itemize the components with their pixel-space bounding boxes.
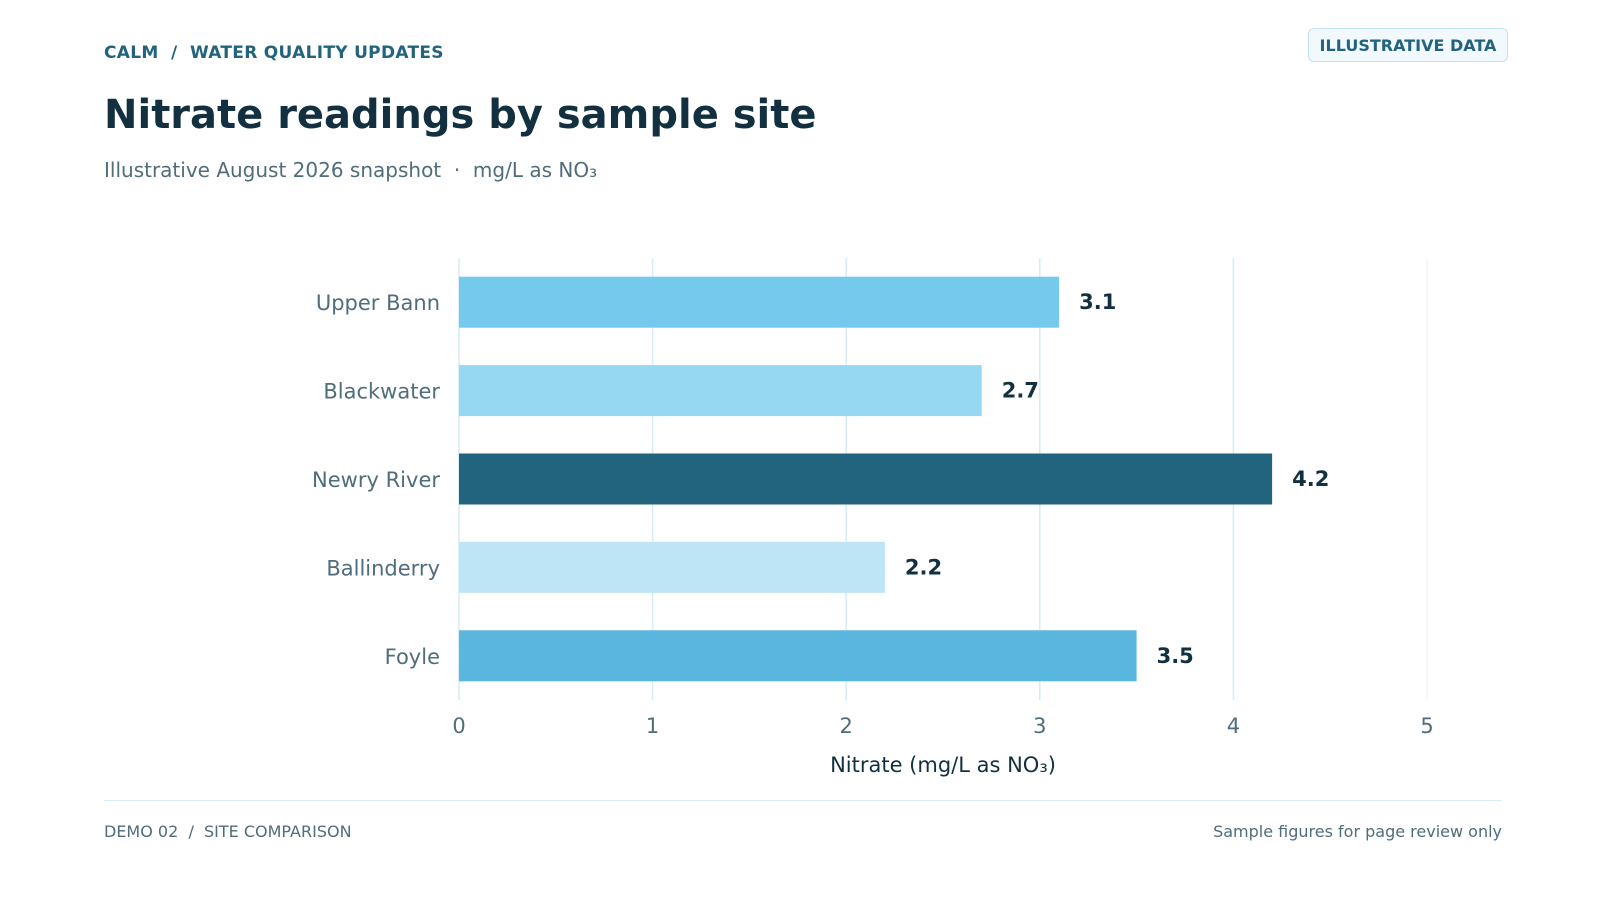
x-tick-label: 2 [840,714,853,738]
category-label: Ballinderry [326,556,440,580]
x-tick-label: 1 [646,714,659,738]
bar-blackwater [459,365,982,417]
bar-newry-river [459,453,1273,505]
x-tick-label: 0 [452,714,465,738]
chart-bars [459,276,1273,682]
bar-upper-bann [459,276,1060,328]
value-label: 2.7 [1002,379,1039,403]
category-label: Upper Bann [316,291,440,315]
footer-divider [104,800,1502,801]
breadcrumb: CALM / WATER QUALITY UPDATES [104,43,444,63]
bar-foyle [459,630,1137,682]
value-label: 3.5 [1157,644,1194,668]
category-label: Blackwater [323,380,440,404]
x-axis-title: Nitrate (mg/L as NO₃) [830,753,1056,777]
footer-left-text: DEMO 02 / SITE COMPARISON [104,822,352,841]
footer-right-text: Sample figures for page review only [1213,822,1502,841]
value-label: 3.1 [1079,290,1116,314]
category-label: Newry River [312,468,440,492]
value-label: 4.2 [1292,467,1329,491]
category-label: Foyle [385,645,440,669]
chart-labels: 0 1 2 3 4 5 Upper Bann 3.1 Blackwater 2.7 Newry Ri… [312,290,1434,738]
illustrative-data-badge: ILLUSTRATIVE DATA [1308,28,1508,62]
nitrate-bar-chart: 0 1 2 3 4 5 Upper Bann 3.1 Blackwater 2.7 Newry Ri… [312,258,1434,777]
value-label: 2.2 [905,555,942,579]
x-tick-label: 4 [1227,714,1240,738]
x-tick-label: 3 [1033,714,1046,738]
page-title: Nitrate readings by sample site [104,92,817,138]
bar-ballinderry [459,541,885,593]
page-subtitle: Illustrative August 2026 snapshot · mg/L… [104,158,598,182]
x-tick-label: 5 [1420,714,1433,738]
